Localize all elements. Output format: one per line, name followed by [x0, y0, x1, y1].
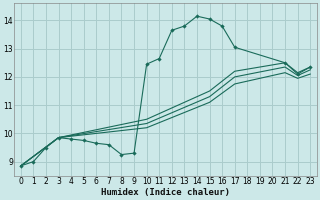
- X-axis label: Humidex (Indice chaleur): Humidex (Indice chaleur): [101, 188, 230, 197]
